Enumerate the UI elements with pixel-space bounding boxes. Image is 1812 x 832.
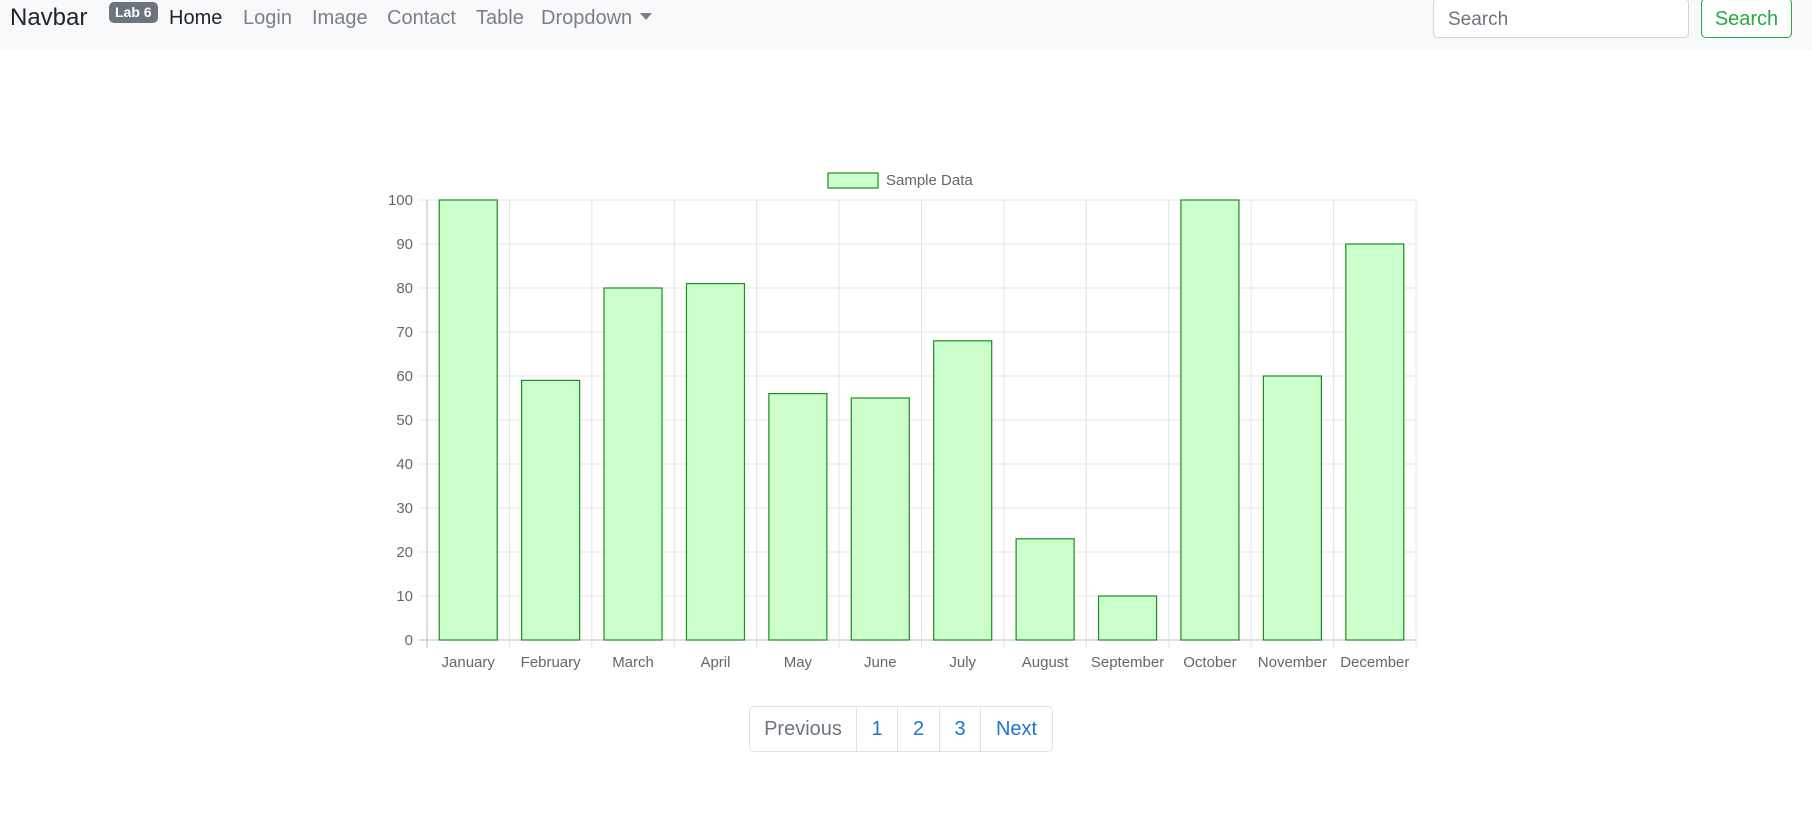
dropdown-label: Dropdown [541, 7, 633, 29]
navbar-brand[interactable]: Navbar [10, 4, 88, 31]
nav-item-login[interactable]: Login [243, 7, 292, 29]
bar-october [1180, 199, 1240, 641]
y-tick-label: 80 [396, 280, 413, 297]
legend-label: Sample Data [886, 172, 973, 189]
search-input[interactable] [1433, 0, 1689, 38]
navbar: Navbar Lab 6 Home Login Image Contact Ta… [0, 0, 1812, 50]
x-tick-label: October [1183, 654, 1236, 671]
bar-july [933, 340, 993, 641]
x-tick-label: September [1091, 654, 1164, 671]
x-tick-label: August [1022, 654, 1070, 671]
nav-item-image[interactable]: Image [312, 7, 368, 29]
pagination-page-1[interactable]: 1 [856, 707, 897, 751]
x-tick-label: June [864, 654, 897, 671]
y-tick-label: 100 [388, 192, 413, 209]
y-tick-label: 20 [396, 544, 413, 561]
bar-august [1015, 538, 1075, 641]
x-tick-label: December [1340, 654, 1409, 671]
caret-down-icon [640, 13, 653, 20]
x-tick-label: April [700, 654, 730, 671]
bar-september [1097, 595, 1158, 641]
x-tick-label: May [784, 654, 813, 671]
y-tick-label: 60 [396, 368, 413, 385]
y-tick-label: 0 [405, 632, 413, 649]
bar-december [1345, 243, 1405, 641]
pagination: Previous 1 2 3 Next [749, 706, 1053, 752]
bar-april [685, 283, 746, 641]
pagination-previous[interactable]: Previous [764, 718, 842, 740]
y-tick-label: 50 [396, 412, 413, 429]
y-tick-label: 10 [396, 588, 413, 605]
pagination-page-2[interactable]: 2 [897, 707, 939, 751]
bar-may [768, 393, 828, 641]
pagination-page-3[interactable]: 3 [939, 707, 980, 751]
bar-chart: 0 10 20 30 40 50 60 70 80 90 100 January February Mar… [388, 172, 1417, 671]
bar-february [521, 379, 581, 641]
y-tick-label: 40 [396, 456, 413, 473]
x-tick-label: July [949, 654, 976, 671]
bar-november [1262, 375, 1322, 641]
x-tick-label: January [442, 654, 496, 671]
bar-march [603, 287, 663, 641]
nav-item-dropdown[interactable]: Dropdown [541, 5, 653, 31]
bar-june [850, 397, 910, 641]
nav-item-contact[interactable]: Contact [387, 7, 456, 29]
nav-item-home[interactable]: Home [169, 7, 223, 29]
y-tick-label: 70 [396, 324, 413, 341]
search-button[interactable]: Search [1701, 0, 1792, 38]
nav-item-table[interactable]: Table [476, 7, 524, 29]
x-tick-label: November [1258, 654, 1327, 671]
y-tick-label: 30 [396, 500, 413, 517]
x-tick-label: February [521, 654, 582, 671]
y-tick-label: 90 [396, 236, 413, 253]
lab-badge: Lab 6 [109, 2, 158, 23]
bar-january [438, 199, 498, 641]
x-tick-label: March [612, 654, 654, 671]
legend-swatch [827, 172, 879, 189]
pagination-next[interactable]: Next [980, 707, 1052, 751]
